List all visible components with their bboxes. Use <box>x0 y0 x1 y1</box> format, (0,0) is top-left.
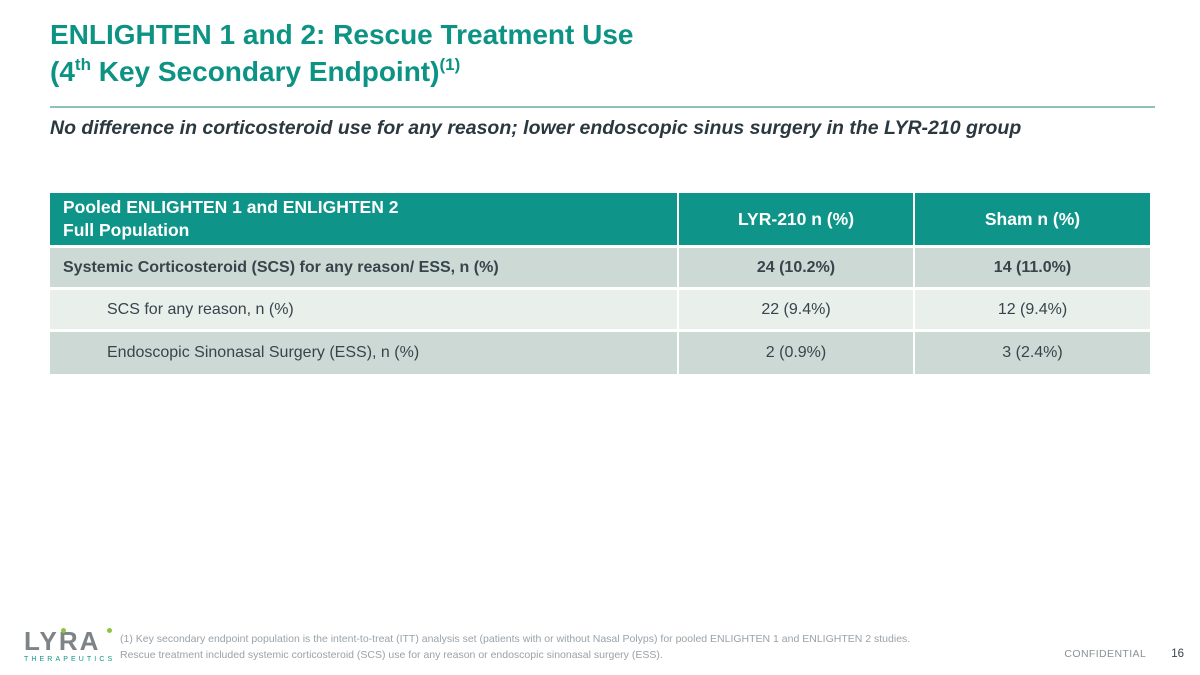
page-number: 16 <box>1171 648 1184 660</box>
confidential-label: CONFIDENTIAL <box>1064 648 1147 660</box>
table-row-ess: Endoscopic Sinonasal Surgery (ESS), n (%… <box>50 332 1150 374</box>
title-footnote-marker: (1) <box>439 54 461 74</box>
logo-tagline: THERAPEUTICS <box>24 656 116 663</box>
row-value-sham: 12 (9.4%) <box>913 290 1150 329</box>
logo-accent-dot-icon <box>61 628 66 633</box>
footnote-line2: Rescue treatment included systemic corti… <box>120 648 663 661</box>
row-label: Systemic Corticosteroid (SCS) for any re… <box>63 258 499 276</box>
lyra-therapeutics-logo: LYRA THERAPEUTICS <box>24 628 124 663</box>
table-header-sham: Sham n (%) <box>913 193 1150 245</box>
table-row-scs-any-reason: SCS for any reason, n (%) 22 (9.4%) 12 (… <box>50 290 1150 332</box>
row-label: Endoscopic Sinonasal Surgery (ESS), n (%… <box>107 344 420 361</box>
results-table: Pooled ENLIGHTEN 1 and ENLIGHTEN 2 Full … <box>50 193 1150 374</box>
table-header-population-line2: Full Population <box>63 220 190 240</box>
table-header-population-line1: Pooled ENLIGHTEN 1 and ENLIGHTEN 2 <box>63 197 399 217</box>
table-header-population: Pooled ENLIGHTEN 1 and ENLIGHTEN 2 Full … <box>50 193 677 245</box>
table-header-lyr210: LYR-210 n (%) <box>677 193 913 245</box>
footnotes: (1) Key secondary endpoint population is… <box>120 632 990 663</box>
row-label: SCS for any reason, n (%) <box>107 300 294 318</box>
slide-title-line2: (4th Key Secondary Endpoint)(1) <box>50 54 461 87</box>
table-row-scs-ess-combined: Systemic Corticosteroid (SCS) for any re… <box>50 248 1150 290</box>
slide-title-line1: ENLIGHTEN 1 and 2: Rescue Treatment Use <box>50 19 634 50</box>
slide-footer-right: CONFIDENTIAL 16 <box>1064 648 1184 660</box>
title-divider-rule <box>50 106 1155 108</box>
table-header-row: Pooled ENLIGHTEN 1 and ENLIGHTEN 2 Full … <box>50 193 1150 248</box>
row-value-sham: 14 (11.0%) <box>913 248 1150 287</box>
subtitle-takeaway: No difference in corticosteroid use for … <box>50 117 1022 139</box>
row-value-lyr210: 22 (9.4%) <box>677 290 913 329</box>
row-value-lyr210: 24 (10.2%) <box>677 248 913 287</box>
footnote-line1: (1) Key secondary endpoint population is… <box>120 633 911 645</box>
title-superscript-th: th <box>74 54 91 74</box>
row-value-lyr210: 2 (0.9%) <box>677 332 913 374</box>
row-value-sham: 3 (2.4%) <box>913 332 1150 374</box>
logo-accent-dot-icon <box>107 628 112 633</box>
slide-title: ENLIGHTEN 1 and 2: Rescue Treatment Use … <box>50 16 1150 90</box>
